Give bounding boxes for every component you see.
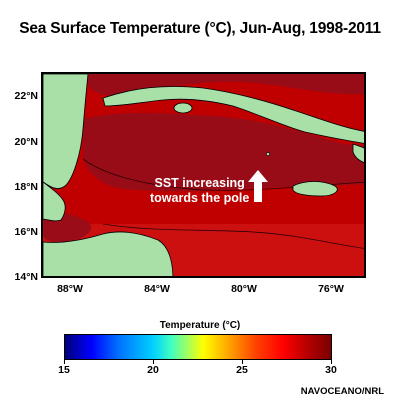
lat-label-14n: 14°N [14,271,38,283]
land-cayman [266,152,270,156]
warm-pool-north [88,74,364,96]
colorbar-tick [242,360,243,364]
annotation-line-1: SST increasing [154,176,245,190]
colorbar-label-30: 30 [325,364,337,376]
contour-2 [102,223,364,249]
lat-label-18n: 18°N [14,181,38,193]
colorbar [64,334,332,360]
sst-map-graphic [43,74,364,276]
land-belize [43,181,66,222]
lon-label-80w: 80°W [231,283,257,295]
north-arrow-icon [248,170,268,202]
credit-text: NAVOCEANO/NRL [300,386,384,397]
colorbar-tick [153,360,154,364]
land-cuba [102,86,364,144]
colorbar-label-25: 25 [236,364,248,376]
map-title: Sea Surface Temperature (°C), Jun-Aug, 1… [19,20,381,37]
sst-map [41,72,366,278]
colorbar-title: Temperature (°C) [159,320,241,331]
lat-label-20n: 20°N [14,136,38,148]
colorbar-tick [64,360,65,364]
lon-label-88w: 88°W [57,283,83,295]
land-jamaica [292,181,338,197]
lat-label-22n: 22°N [14,90,38,102]
lon-label-76w: 76°W [318,283,344,295]
land-isle-of-youth [173,102,193,114]
land-hispaniola [352,143,364,163]
land-yucatan [43,74,89,189]
lon-label-84w: 84°W [144,283,170,295]
annotation-line-2: towards the pole [150,191,250,205]
colorbar-label-15: 15 [58,364,70,376]
colorbar-tick [331,360,332,364]
lat-label-16n: 16°N [14,226,38,238]
land-honduras [43,231,174,276]
colorbar-label-20: 20 [147,364,159,376]
warm-pool-central [83,113,364,192]
sst-annotation: SST increasing towards the pole [150,176,249,206]
